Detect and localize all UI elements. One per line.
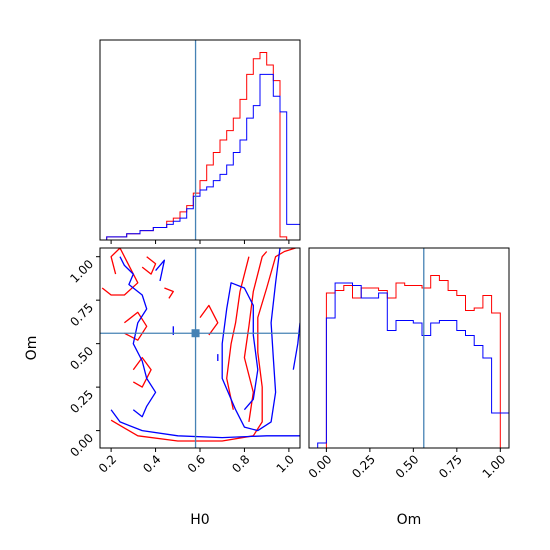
contour-ytick-label: 0.25 <box>67 387 96 416</box>
om-histogram-plot-area <box>309 248 509 448</box>
contour-1-line-1 <box>110 248 296 442</box>
contour-xtick-label: 1.0 <box>274 452 297 475</box>
contour-1-line-6 <box>132 356 152 388</box>
contour-2-line-5 <box>155 259 166 282</box>
contour-xtick-label: 0.6 <box>185 452 208 475</box>
contour-2-line-2 <box>221 248 281 432</box>
h0-histogram-series-2 <box>106 73 300 240</box>
contour-truth-marker <box>191 329 200 338</box>
contour-ytick-label: 1.00 <box>67 257 96 286</box>
h0-histogram-frame <box>99 39 301 241</box>
contour-xtick-label: 0.2 <box>96 452 119 475</box>
om-histogram-series-1 <box>309 275 509 448</box>
om-xtick-label: 0.00 <box>306 452 335 481</box>
y-axis-label-om: Om <box>24 336 40 361</box>
contour-1-line-2 <box>243 251 268 422</box>
contour-2-line-3 <box>292 322 300 370</box>
om-histogram-series-2 <box>309 282 509 448</box>
contour-2-line-1 <box>110 409 300 439</box>
contour-ytick-label: 0.00 <box>67 431 96 460</box>
h0-histogram-plot-area <box>106 40 300 240</box>
h0-histogram-series-1 <box>106 52 300 240</box>
contour-1-line-9 <box>199 304 219 336</box>
om-xtick-label: 0.50 <box>393 452 422 481</box>
x-axis-label-om: Om <box>397 512 422 528</box>
contour-1-line-8 <box>164 287 174 299</box>
contour-ytick-label: 0.50 <box>67 344 96 373</box>
contour-plot-area <box>100 248 300 448</box>
om-xtick-label: 1.00 <box>480 452 509 481</box>
om-xtick-label: 0.75 <box>436 452 465 481</box>
x-axis-label-h0: H0 <box>190 512 209 528</box>
contour-1-line-5 <box>123 311 148 341</box>
contour-xtick-label: 0.4 <box>140 452 163 475</box>
contour-1-line-7 <box>141 256 157 275</box>
contour-xtick-label: 0.8 <box>229 452 252 475</box>
contour-2-line-4 <box>119 256 157 418</box>
om-xtick-label: 0.25 <box>349 452 378 481</box>
om-histogram-frame <box>308 247 510 449</box>
contour-ytick-label: 0.75 <box>67 300 96 329</box>
